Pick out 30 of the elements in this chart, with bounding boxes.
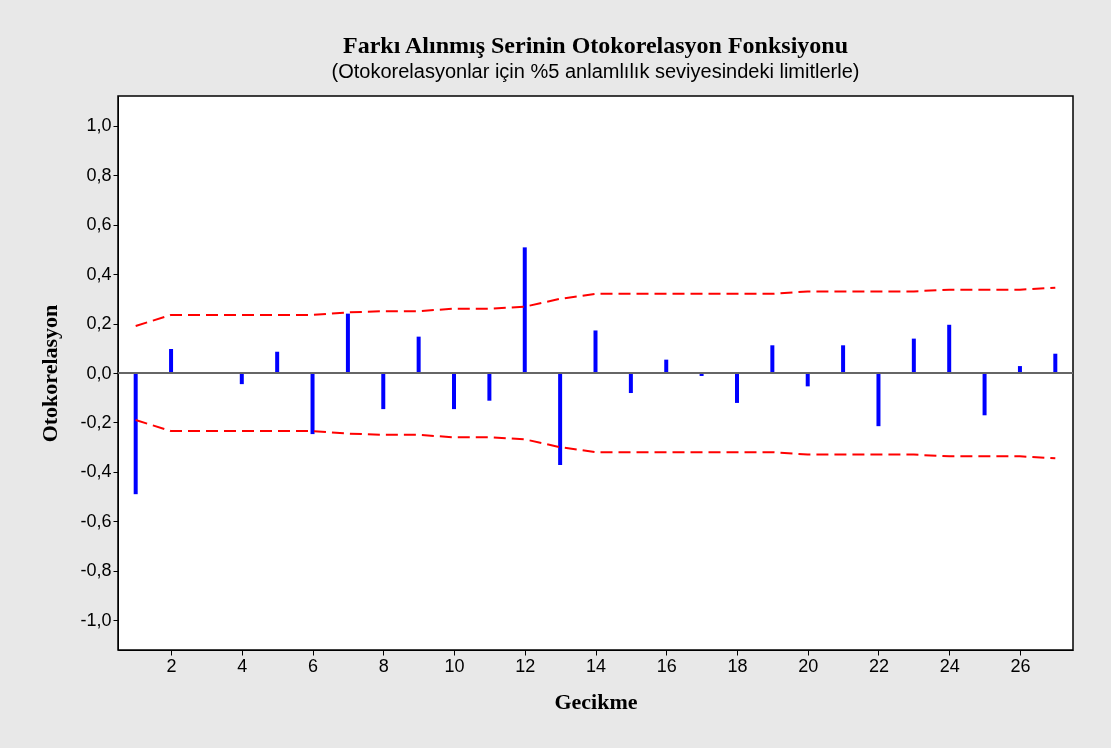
x-tick-label: 14 bbox=[585, 655, 607, 676]
x-tick-label: 24 bbox=[939, 655, 960, 676]
x-tick-label: 10 bbox=[444, 655, 465, 676]
y-tick-label: -1,0 bbox=[80, 609, 112, 630]
line-series bbox=[134, 418, 1057, 460]
y-tick-label: 0,2 bbox=[86, 313, 112, 334]
x-tick-label: 2 bbox=[166, 655, 177, 676]
x-tick-label: 16 bbox=[656, 655, 677, 676]
y-tick-label: 0,6 bbox=[86, 214, 112, 235]
y-axis-title: Otokorelasyon bbox=[37, 304, 63, 443]
x-tick-label: 6 bbox=[308, 655, 319, 676]
chart-title: Farkı Alınmış Serinin Otokorelasyon Fonksiyonu bbox=[343, 32, 848, 58]
x-tick-label: 26 bbox=[1010, 655, 1031, 676]
y-tick-label: 1,0 bbox=[86, 115, 112, 136]
y-tick-label: -0,6 bbox=[80, 510, 112, 531]
y-tick-label: -0,4 bbox=[80, 461, 112, 482]
x-tick-label: 12 bbox=[515, 655, 536, 676]
x-tick-label: 4 bbox=[237, 655, 248, 676]
y-tick-label: 0,4 bbox=[86, 263, 112, 284]
line-series bbox=[134, 286, 1057, 328]
y-tick-label: 0,0 bbox=[86, 362, 112, 383]
x-axis-title: Gecikme bbox=[554, 688, 638, 714]
y-tick-label: -0,2 bbox=[80, 411, 112, 432]
chart-subtitle: (Otokorelasyonlar için %5 anlamlılık seviyesindeki limitlerle) bbox=[331, 60, 860, 82]
x-tick-label: 8 bbox=[378, 655, 389, 676]
x-tick-label: 22 bbox=[868, 655, 889, 676]
x-tick-label: 18 bbox=[727, 655, 748, 676]
y-tick-label: -0,8 bbox=[80, 560, 112, 581]
y-tick-label: 0,8 bbox=[86, 164, 112, 185]
x-tick-label: 20 bbox=[798, 655, 819, 676]
